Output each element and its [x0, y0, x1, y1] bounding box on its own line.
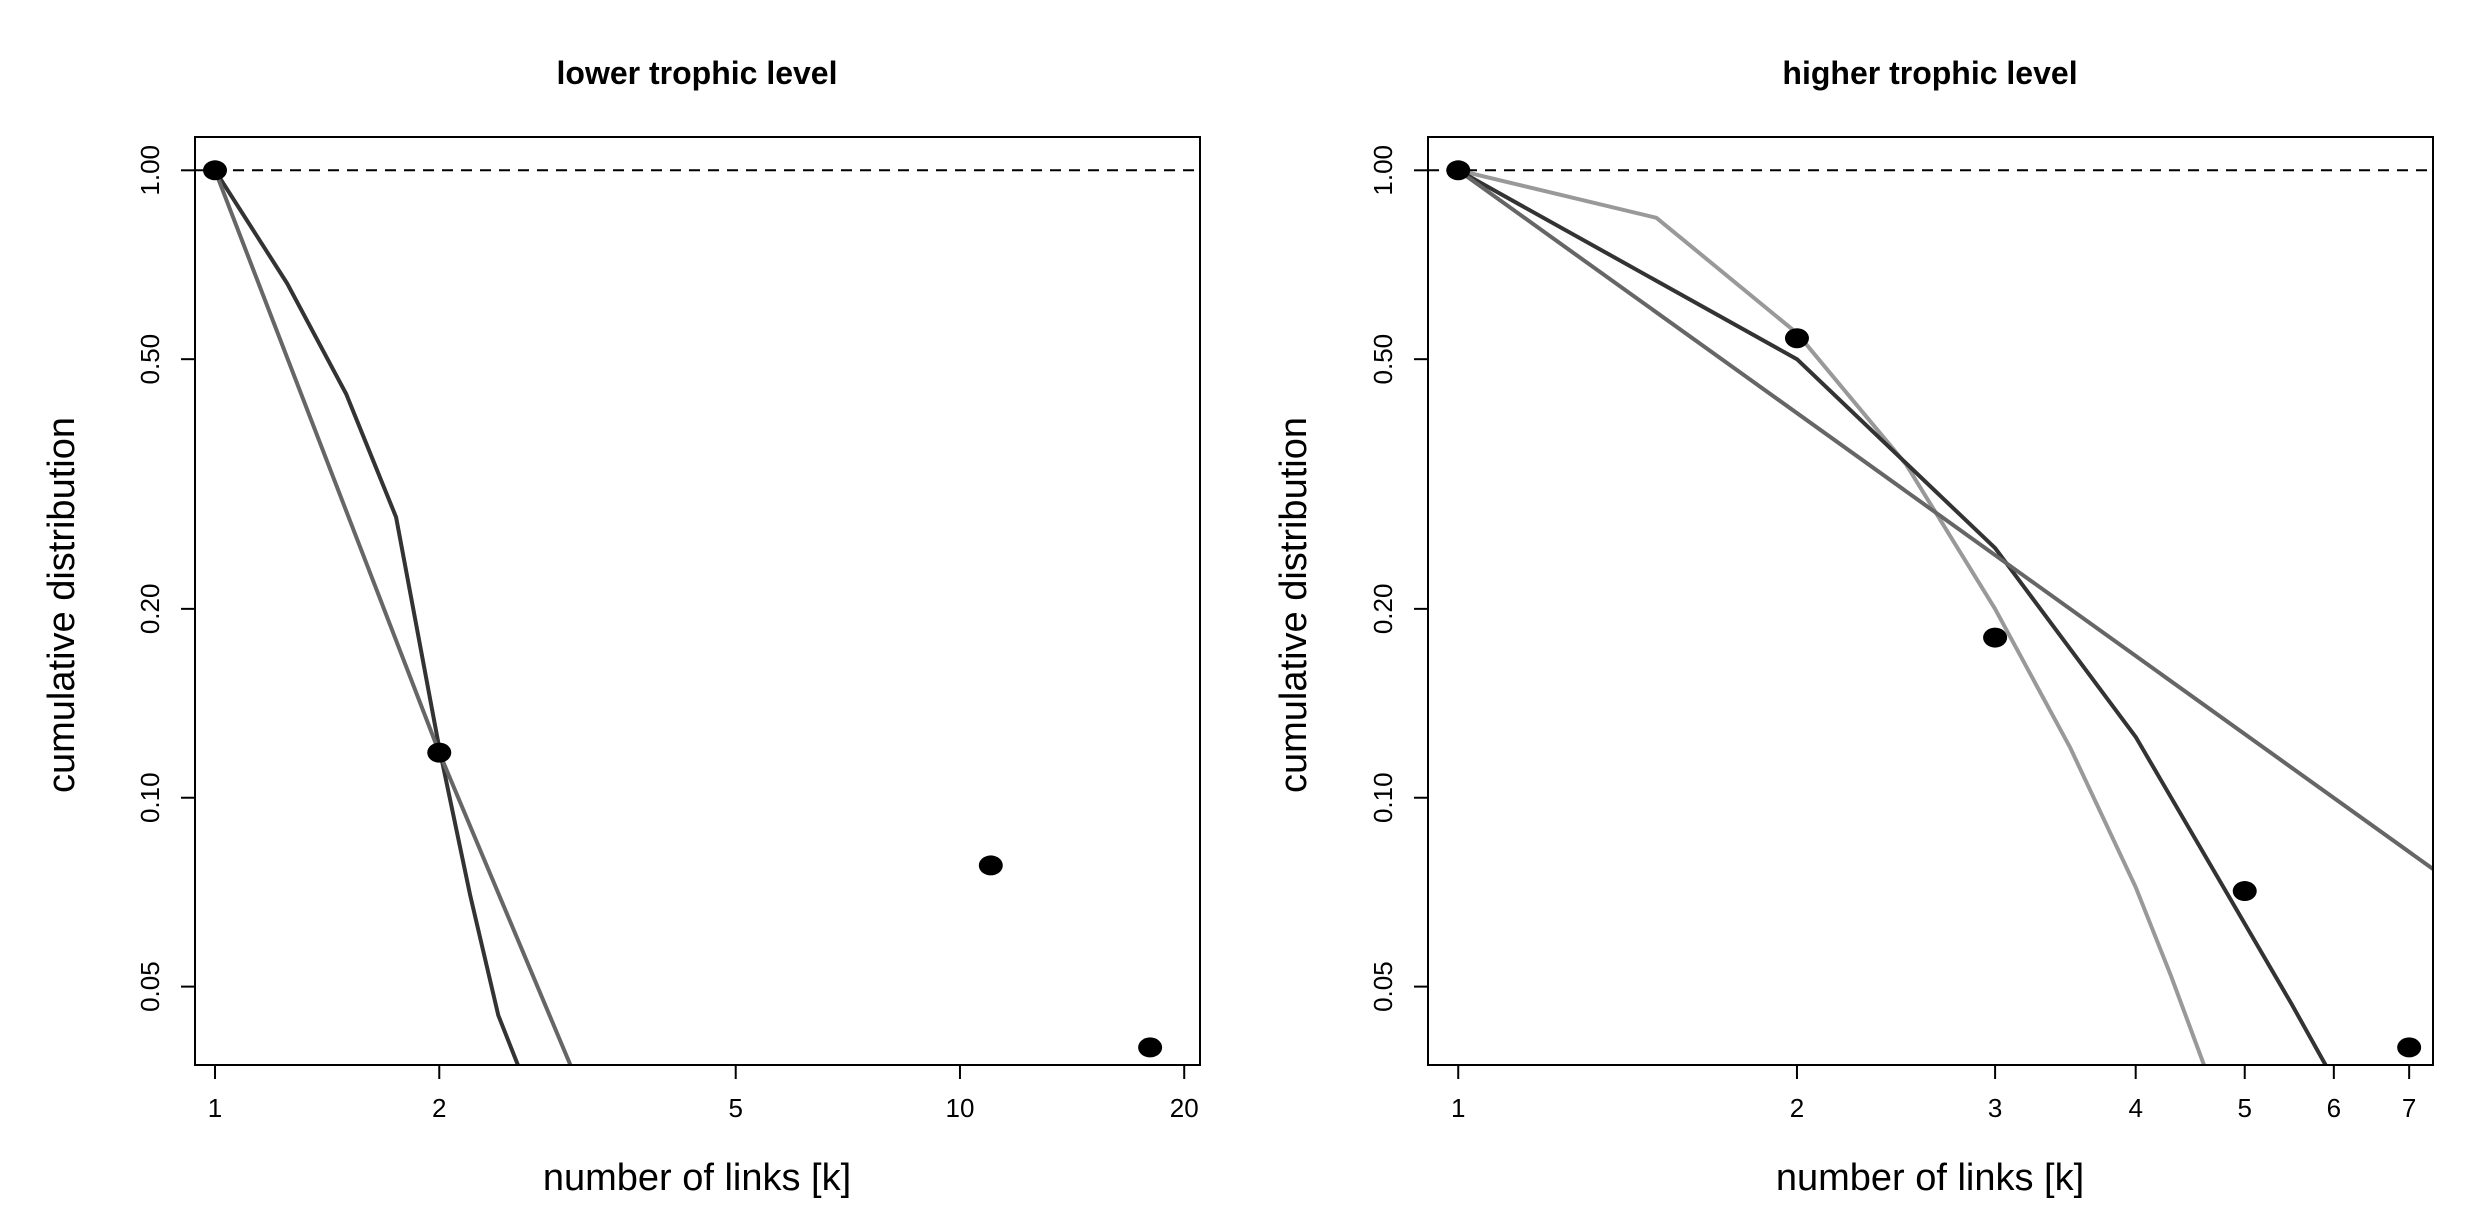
chart-title: lower trophic level	[557, 55, 838, 91]
y-tick-label: 0.50	[135, 334, 165, 385]
data-point	[1784, 328, 1809, 349]
y-axis-label: cumulative distribution	[41, 417, 83, 793]
x-tick-label: 20	[1170, 1093, 1199, 1123]
y-tick-label: 0.50	[1368, 334, 1398, 385]
x-tick-label: 2	[432, 1093, 446, 1123]
y-tick-label: 0.10	[135, 772, 165, 823]
data-point	[1983, 627, 2008, 648]
plot-frame	[194, 136, 1201, 1066]
x-tick-label: 4	[2128, 1093, 2142, 1123]
data-point	[2232, 881, 2257, 902]
x-tick-label: 3	[1988, 1093, 2002, 1123]
y-tick-label: 0.05	[135, 961, 165, 1012]
y-tick-label: 0.20	[1368, 584, 1398, 635]
y-tick-label: 0.20	[135, 584, 165, 635]
data-point	[1138, 1037, 1163, 1058]
fit-curve	[1457, 168, 2435, 871]
panel-higher-trophic-level: higher trophic level number of links [k]…	[1273, 55, 2435, 1199]
fit-curve	[213, 169, 573, 1066]
chart-title: higher trophic level	[1782, 55, 2077, 91]
x-tick-label: 6	[2327, 1093, 2341, 1123]
plot-frame	[1427, 136, 2434, 1066]
fit-curve	[213, 169, 520, 1066]
fit-curve	[1457, 168, 2206, 1066]
data-point	[427, 742, 452, 763]
x-tick-label: 5	[728, 1093, 742, 1123]
data-point	[2397, 1037, 2422, 1058]
x-tick-label: 7	[2402, 1093, 2416, 1123]
x-axis-label: number of links [k]	[543, 1157, 851, 1199]
y-tick-label: 1.00	[135, 145, 165, 196]
y-axis-label: cumulative distribution	[1273, 417, 1315, 793]
data-point	[203, 160, 228, 181]
fit-curve	[1457, 168, 2328, 1066]
x-tick-label: 5	[2237, 1093, 2251, 1123]
x-tick-label: 2	[1790, 1093, 1804, 1123]
data-point	[978, 855, 1003, 876]
x-axis-label: number of links [k]	[1776, 1157, 2084, 1199]
data-point	[1446, 160, 1471, 181]
panel-lower-trophic-level: lower trophic level number of links [k] …	[41, 55, 1201, 1199]
y-tick-label: 1.00	[1368, 145, 1398, 196]
y-tick-label: 0.05	[1368, 961, 1398, 1012]
x-tick-label: 10	[946, 1093, 975, 1123]
x-tick-label: 1	[1451, 1093, 1465, 1123]
x-tick-label: 1	[208, 1093, 222, 1123]
y-tick-label: 0.10	[1368, 772, 1398, 823]
